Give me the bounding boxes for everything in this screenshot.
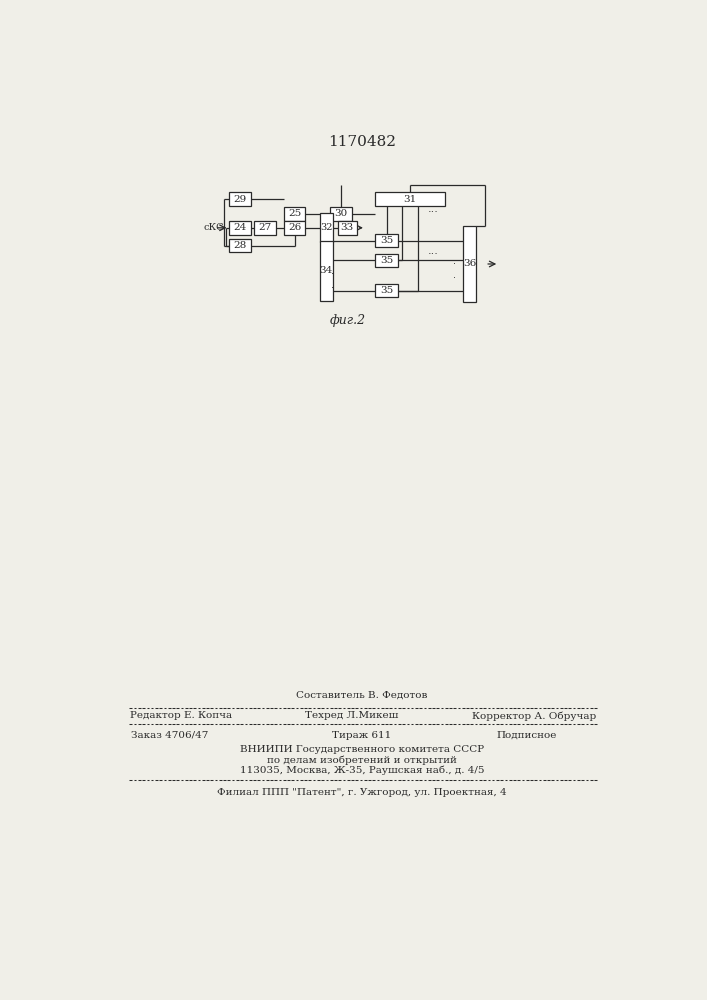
Bar bbox=[255, 221, 276, 235]
Text: Корректор А. Обручар: Корректор А. Обручар bbox=[472, 711, 596, 721]
Text: 26: 26 bbox=[288, 223, 301, 232]
Text: Заказ 4706/47: Заказ 4706/47 bbox=[131, 731, 209, 740]
Bar bbox=[464, 226, 476, 302]
Text: 32: 32 bbox=[320, 223, 332, 232]
Bar bbox=[284, 221, 305, 235]
Text: 35: 35 bbox=[380, 256, 393, 265]
Bar bbox=[284, 207, 305, 221]
Bar bbox=[230, 221, 251, 235]
Text: Техред Л.Микеш: Техред Л.Микеш bbox=[305, 711, 399, 720]
Bar bbox=[320, 241, 332, 301]
Text: 27: 27 bbox=[259, 223, 271, 232]
Bar bbox=[320, 213, 332, 242]
Text: ВНИИПИ Государственного комитета СССР: ВНИИПИ Государственного комитета СССР bbox=[240, 745, 484, 754]
Text: 36: 36 bbox=[463, 259, 477, 268]
Text: 25: 25 bbox=[288, 209, 301, 218]
Bar bbox=[375, 254, 398, 267]
Text: ...: ... bbox=[428, 204, 438, 214]
Text: Филиал ППП "Патент", г. Ужгород, ул. Проектная, 4: Филиал ППП "Патент", г. Ужгород, ул. Про… bbox=[217, 788, 507, 797]
Text: по делам изобретений и открытий: по делам изобретений и открытий bbox=[267, 755, 457, 765]
Bar bbox=[330, 207, 352, 221]
Text: ·
·
·: · · · bbox=[452, 259, 456, 297]
Text: 33: 33 bbox=[341, 223, 354, 232]
Text: 34: 34 bbox=[320, 266, 333, 275]
Text: фиг.2: фиг.2 bbox=[330, 314, 366, 327]
Bar bbox=[230, 239, 251, 252]
Text: Редактор Е. Копча: Редактор Е. Копча bbox=[130, 711, 233, 720]
Text: ...: ... bbox=[428, 246, 438, 256]
Text: ·
·
·: · · · bbox=[331, 269, 334, 307]
Text: 1170482: 1170482 bbox=[328, 135, 396, 149]
Text: Тираж 611: Тираж 611 bbox=[332, 731, 392, 740]
Bar bbox=[338, 221, 356, 235]
Text: 113035, Москва, Ж-35, Раушская наб., д. 4/5: 113035, Москва, Ж-35, Раушская наб., д. … bbox=[240, 766, 484, 775]
Text: Составитель В. Федотов: Составитель В. Федотов bbox=[296, 691, 428, 700]
Text: 35: 35 bbox=[380, 286, 393, 295]
Text: сКС: сКС bbox=[203, 223, 223, 232]
Text: 24: 24 bbox=[233, 223, 247, 232]
Bar bbox=[375, 284, 398, 297]
Text: 30: 30 bbox=[334, 209, 348, 218]
Bar bbox=[375, 192, 445, 206]
Text: Подписное: Подписное bbox=[496, 731, 556, 740]
Bar bbox=[375, 234, 398, 247]
Text: 28: 28 bbox=[233, 241, 247, 250]
Bar bbox=[230, 192, 251, 206]
Text: 29: 29 bbox=[233, 195, 247, 204]
Text: 31: 31 bbox=[404, 195, 416, 204]
Text: 35: 35 bbox=[380, 236, 393, 245]
